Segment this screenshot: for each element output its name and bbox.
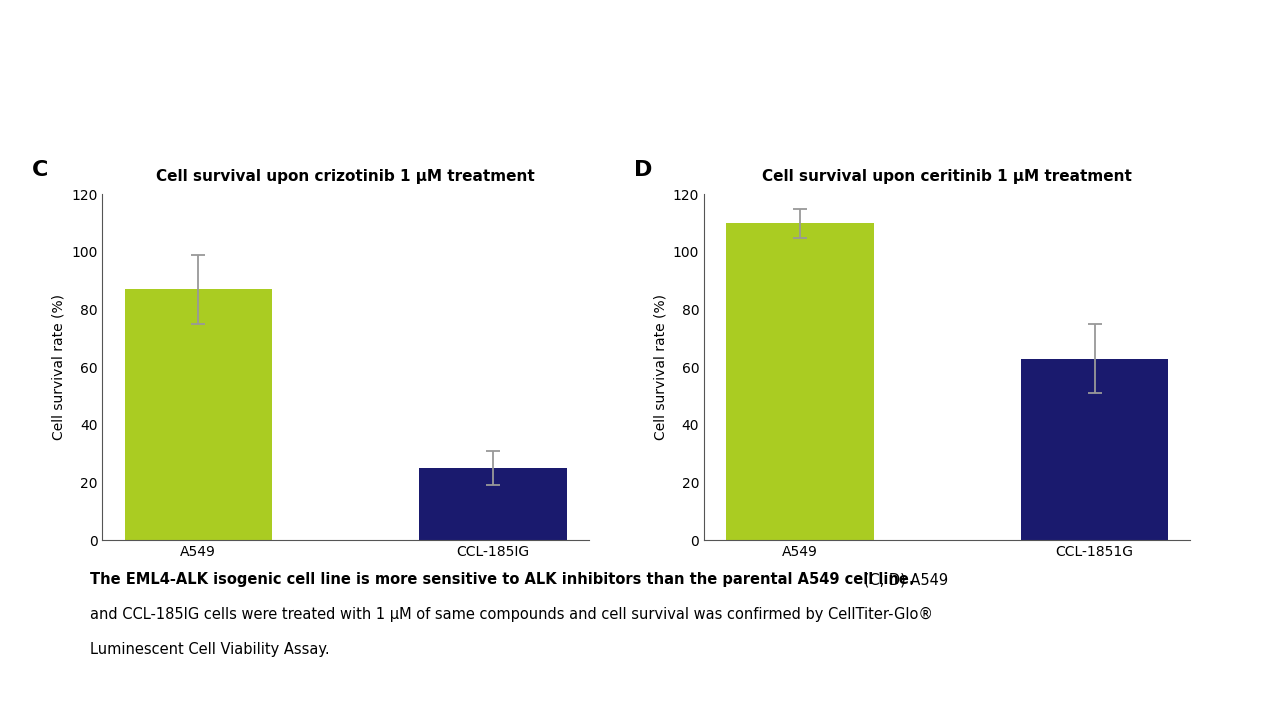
Text: C: C <box>32 160 49 180</box>
Bar <box>726 223 873 540</box>
Y-axis label: Cell survival rate (%): Cell survival rate (%) <box>51 294 65 440</box>
Bar <box>420 468 567 540</box>
Y-axis label: Cell survival rate (%): Cell survival rate (%) <box>653 294 667 440</box>
Bar <box>124 289 271 540</box>
Text: and CCL-185IG cells were treated with 1 μM of same compounds and cell survival w: and CCL-185IG cells were treated with 1 … <box>90 607 933 622</box>
Title: Cell survival upon ceritinib 1 μM treatment: Cell survival upon ceritinib 1 μM treatm… <box>763 168 1132 184</box>
Bar <box>1021 359 1169 540</box>
Text: (C, D) A549: (C, D) A549 <box>859 572 948 588</box>
Text: Luminescent Cell Viability Assay.: Luminescent Cell Viability Assay. <box>90 642 329 657</box>
Title: Cell survival upon crizotinib 1 μM treatment: Cell survival upon crizotinib 1 μM treat… <box>156 168 535 184</box>
Text: D: D <box>634 160 652 180</box>
Text: The EML4-ALK isogenic cell line is more sensitive to ALK inhibitors than the par: The EML4-ALK isogenic cell line is more … <box>90 572 914 588</box>
